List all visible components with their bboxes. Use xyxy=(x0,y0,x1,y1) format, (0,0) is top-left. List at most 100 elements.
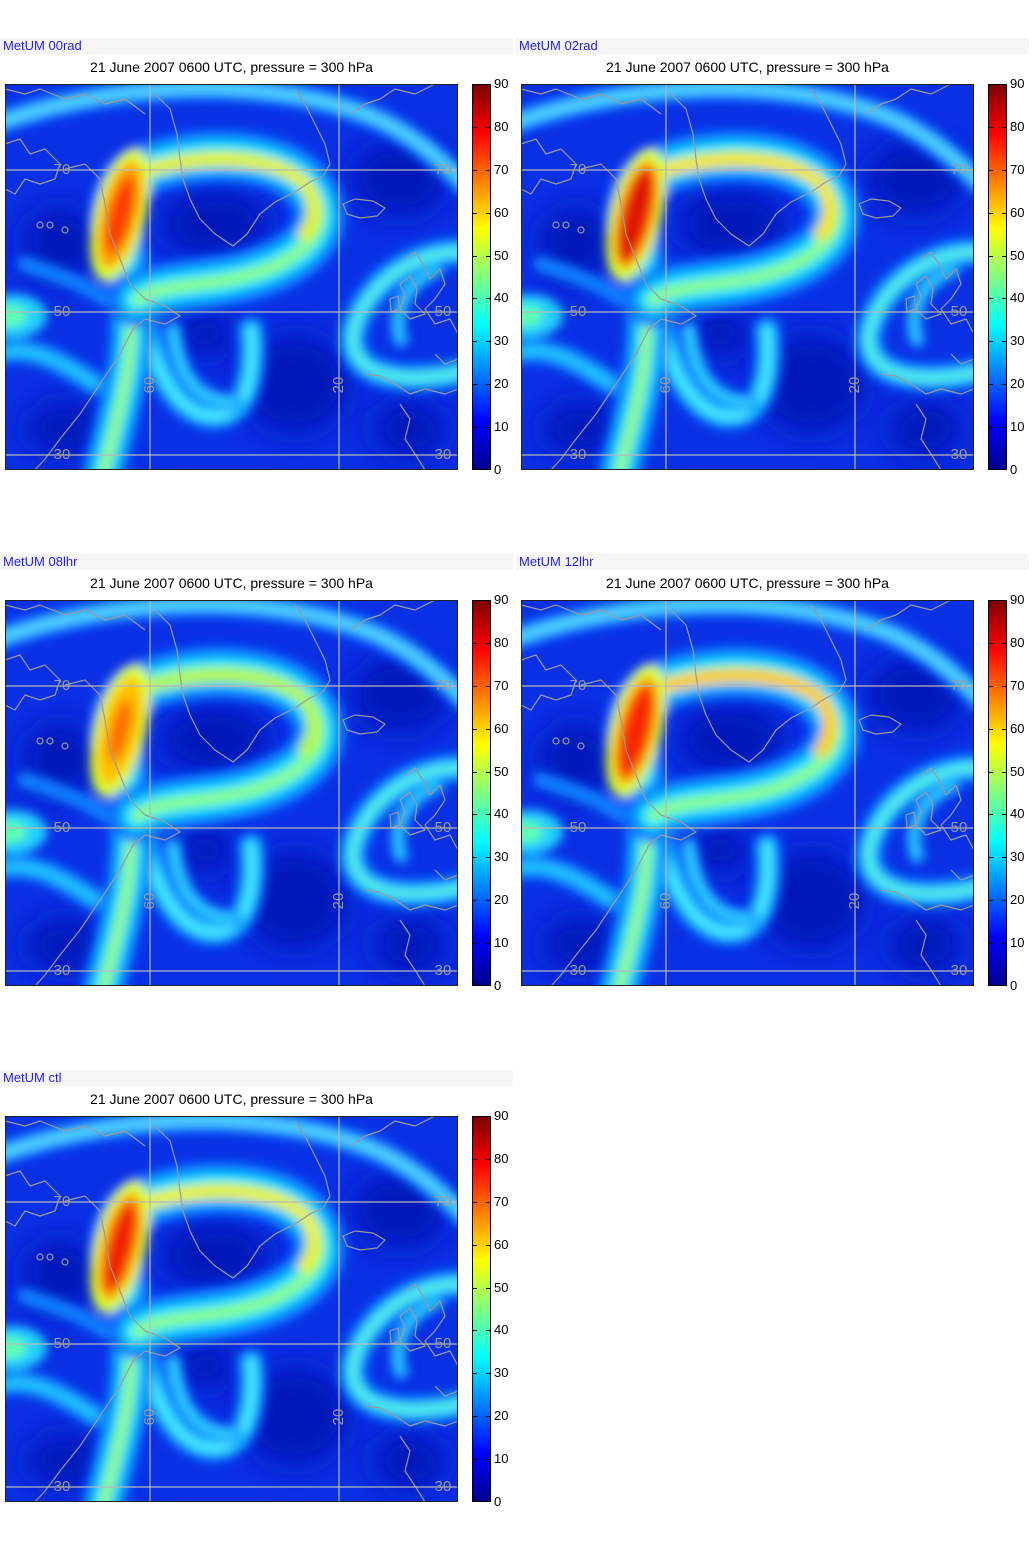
coastline xyxy=(399,1307,426,1352)
coastline xyxy=(880,889,974,911)
colorbar-tick-label: 60 xyxy=(1010,720,1025,736)
southwest-jet-band xyxy=(5,345,100,389)
colorbar-tick-mark xyxy=(989,126,993,128)
coastline xyxy=(349,1116,436,1147)
low-speed-area xyxy=(240,850,350,950)
colorbar-tick-mark xyxy=(473,685,477,687)
ridge-jet-maximum xyxy=(639,668,837,757)
low-speed-area xyxy=(372,399,448,459)
colorbar-tick-label: 50 xyxy=(1010,763,1025,779)
latitude-label: 50 xyxy=(951,819,968,836)
colorbar-tick-mark xyxy=(473,857,477,859)
latitude-label: 50 xyxy=(435,819,452,836)
colorbar-tick-label: 50 xyxy=(1010,247,1025,263)
colorbar xyxy=(472,600,491,986)
low-speed-area xyxy=(372,915,448,975)
colorbar-tick-mark xyxy=(989,212,993,214)
ridge-jet-maximum xyxy=(639,152,837,241)
colorbar-tick-mark xyxy=(473,1201,477,1203)
colorbar-tick-label: 20 xyxy=(494,1408,509,1424)
colorbar-tick-mark xyxy=(1002,857,1006,859)
latitude-label: 30 xyxy=(435,1478,452,1495)
colorbar-tick-mark xyxy=(473,642,477,644)
coastline xyxy=(404,251,458,335)
trough-inner-band xyxy=(169,842,237,922)
island xyxy=(36,737,44,745)
colorbar-tick-mark xyxy=(989,857,993,859)
island xyxy=(61,226,69,234)
colorbar-tick-label: 20 xyxy=(494,376,509,392)
panel-metum-00rad: MetUM 00rad 21 June 2007 0600 UTC, pressu… xyxy=(0,0,516,516)
coastline xyxy=(349,84,436,115)
low-speed-area xyxy=(541,401,621,457)
trough-jet-band xyxy=(141,828,256,936)
low-speed-area xyxy=(25,1433,105,1489)
colorbar-tick-mark xyxy=(473,212,477,214)
island xyxy=(552,737,560,745)
jet-core-maximum xyxy=(105,176,135,254)
longitude-label: 20 xyxy=(846,377,863,394)
colorbar-tick-mark xyxy=(486,341,490,343)
low-speed-regions xyxy=(22,657,450,975)
coastline xyxy=(34,679,181,986)
panel-title: 21 June 2007 0600 UTC, pressure = 300 hP… xyxy=(90,575,373,591)
latitude-label: 70 xyxy=(435,1193,452,1210)
colorbar-tick-mark xyxy=(486,1459,490,1461)
colorbar-tick-mark xyxy=(473,900,477,902)
western-wisp xyxy=(533,256,629,307)
coastline xyxy=(950,869,974,881)
coastline xyxy=(550,163,697,470)
longitude-label: 60 xyxy=(141,377,158,394)
coastline xyxy=(865,84,952,115)
colorbar-tick-mark xyxy=(486,943,490,945)
ridge-jet-maximum xyxy=(123,152,321,241)
island xyxy=(46,1253,54,1261)
latitude-label: 30 xyxy=(54,1478,71,1495)
ridge-jet-maximum xyxy=(123,668,321,757)
coastline xyxy=(915,919,942,986)
latitude-label: 70 xyxy=(54,161,71,178)
latitude-label: 50 xyxy=(570,819,587,836)
colorbar-tick-label: 30 xyxy=(494,1365,509,1381)
longitude-label: 60 xyxy=(141,1409,158,1426)
latitude-label: 70 xyxy=(435,161,452,178)
low-speed-area xyxy=(756,334,866,434)
low-speed-area xyxy=(240,1366,350,1466)
low-speed-area xyxy=(160,189,270,259)
western-jet-max xyxy=(5,1337,27,1359)
colorbar-tick-mark xyxy=(473,126,477,128)
southwest-jet-band xyxy=(521,861,616,905)
colorbar-tick-mark xyxy=(989,169,993,171)
colorbar-tick-mark xyxy=(486,1201,490,1203)
colorbar-tick-mark xyxy=(473,1416,477,1418)
colorbar-tick-label: 40 xyxy=(494,290,509,306)
map-frame xyxy=(5,600,458,986)
longitude-label: 20 xyxy=(330,893,347,910)
coastline xyxy=(399,919,426,986)
colorbar-tick-mark xyxy=(1002,169,1006,171)
panel-label-bar: MetUM 08lhr xyxy=(0,554,513,570)
graticule xyxy=(5,84,458,470)
coastline xyxy=(920,251,974,335)
low-speed-regions xyxy=(22,141,450,459)
island xyxy=(61,742,69,750)
colorbar-tick-label: 0 xyxy=(1010,462,1018,477)
latitude-label: 30 xyxy=(570,446,587,463)
colorbar-tick-label: 20 xyxy=(1010,376,1025,392)
latitude-label: 30 xyxy=(570,962,587,979)
low-speed-area xyxy=(240,334,350,434)
coastline xyxy=(950,353,974,365)
coastline xyxy=(34,1195,181,1502)
southwest-jet-band xyxy=(521,345,616,389)
longitude-label: 20 xyxy=(330,1409,347,1426)
southwest-jet-band xyxy=(5,1377,100,1421)
colorbar-tick-label: 0 xyxy=(494,978,502,993)
colorbar-tick-label: 30 xyxy=(494,849,509,865)
northern-jet-band xyxy=(5,601,458,698)
coastline xyxy=(434,869,458,881)
trough-jet-band xyxy=(141,1344,256,1452)
coastline xyxy=(670,88,847,247)
panel-label: MetUM 08lhr xyxy=(3,554,78,569)
map-frame xyxy=(521,600,974,986)
colorbar-tick-label: 80 xyxy=(1010,118,1025,134)
